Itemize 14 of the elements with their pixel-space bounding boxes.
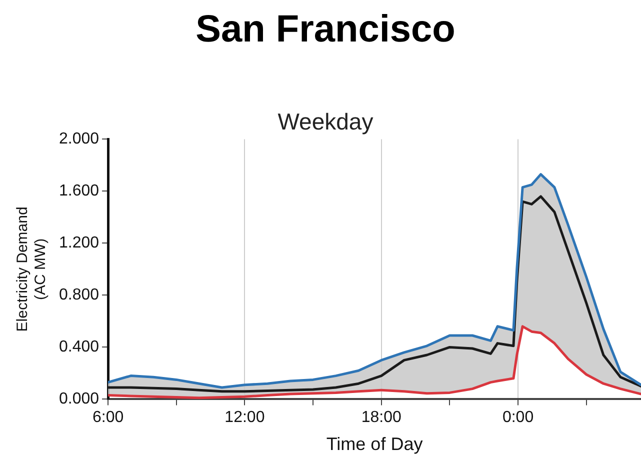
y-tick-label: 0.800 xyxy=(58,286,100,304)
x-tick-label: 12:00 xyxy=(224,409,265,426)
y-tick-label: 1.600 xyxy=(58,182,100,200)
y-tick-label: 1.200 xyxy=(58,234,100,252)
y-axis-title: Electricity Demand (AC MW) xyxy=(14,206,50,332)
chart-subtitle: Weekday xyxy=(278,108,374,135)
y-tick-label: 0.400 xyxy=(58,338,100,356)
x-axis-title: Time of Day xyxy=(326,434,423,454)
y-tick-label: 0.000 xyxy=(58,390,100,408)
chart-title: San Francisco xyxy=(196,8,456,50)
y-tick-label: 2.000 xyxy=(58,130,100,148)
x-tick-label: 0:00 xyxy=(502,409,534,426)
x-tick-label: 18:00 xyxy=(361,409,402,426)
x-tick-label: 6:00 xyxy=(92,409,124,426)
